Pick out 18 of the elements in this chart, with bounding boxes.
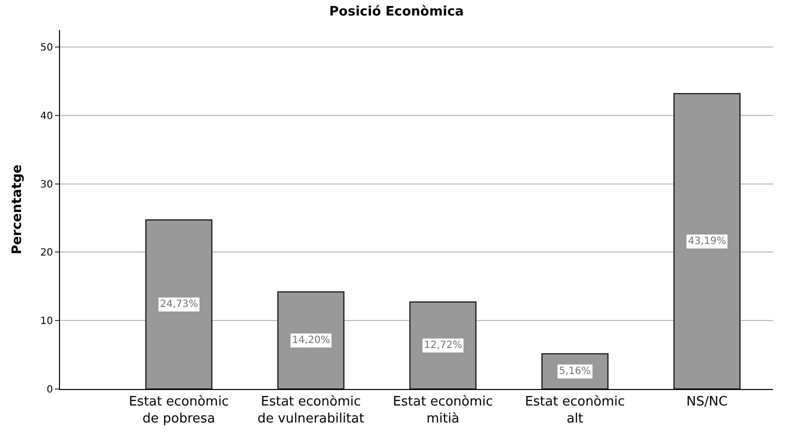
y-tick-label: 20 (40, 248, 53, 259)
x-tick-label: Estat econòmic de pobresa (128, 394, 229, 426)
data-label: 43,19% (688, 236, 726, 247)
y-tick-label: 50 (40, 42, 53, 54)
x-tick-label: Estat econòmic mitià (392, 394, 493, 426)
x-tick-label: NS/NC (686, 394, 728, 410)
data-label: 12,72% (424, 340, 462, 351)
y-tick-label: 0 (46, 384, 53, 396)
data-label: 24,73% (160, 299, 198, 310)
chart-title: Posició Econòmica (329, 4, 464, 20)
x-tick-label: Estat econòmic alt (524, 394, 625, 426)
y-tick-label: 40 (40, 110, 53, 122)
y-tick-label: 10 (40, 316, 53, 328)
data-label: 5,16% (559, 366, 591, 377)
data-label: 14,20% (292, 335, 330, 346)
y-axis-title: Percentatge (10, 164, 26, 254)
x-tick-label: Estat econòmic de vulnerabilitat (258, 394, 364, 426)
y-tick-label: 30 (40, 179, 53, 190)
